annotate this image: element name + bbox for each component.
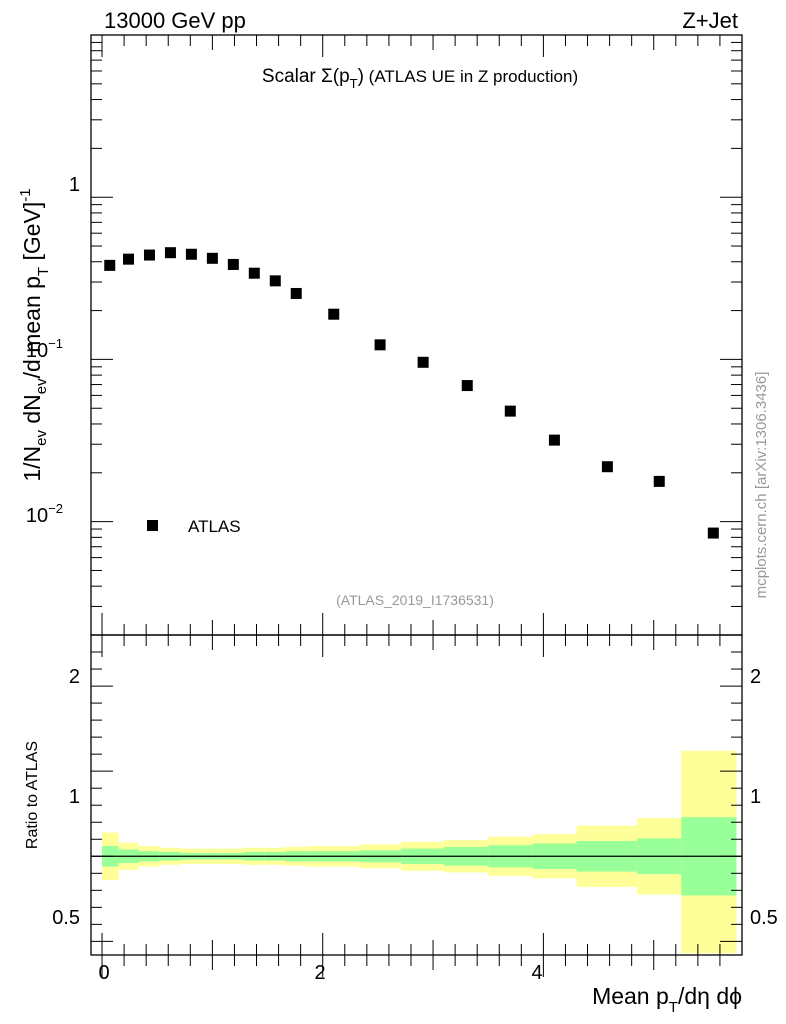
data-point	[185, 248, 197, 260]
main-y-axis-label: 1/Nev dNev/d mean pT [GeV]-1	[17, 188, 52, 481]
legend-label: ATLAS	[188, 517, 241, 536]
mcplots-credit: mcplots.cern.ch [arXiv:1306.3436]	[753, 372, 770, 599]
data-point	[290, 287, 302, 299]
data-point	[123, 253, 135, 265]
ratio-y-tick-2-left: 2	[69, 666, 80, 688]
chart-marks	[90, 34, 743, 977]
data-point	[248, 267, 260, 279]
y-tick-label-0.01: 10−2	[26, 501, 63, 527]
ratio-y-tick-1-left: 1	[69, 786, 80, 808]
data-point	[374, 339, 386, 351]
data-point	[707, 527, 719, 539]
y-tick-label-0.1: 10−1	[26, 336, 63, 362]
data-point	[143, 249, 155, 261]
data-point	[269, 275, 281, 287]
data-point	[328, 308, 340, 320]
ratio-panel-frame	[90, 634, 743, 956]
analysis-id: (ATLAS_2019_I1736531)	[336, 592, 494, 608]
legend-marker	[147, 520, 158, 531]
x-tick-label-4: 4	[531, 962, 542, 984]
data-point	[548, 434, 560, 446]
main-panel-frame	[90, 34, 743, 636]
data-point	[504, 405, 516, 417]
ratio-y-axis-label: Ratio to ATLAS	[24, 741, 41, 849]
x-tick-label-2: 2	[314, 962, 325, 984]
data-point	[653, 475, 665, 487]
data-point	[461, 380, 473, 392]
ratio-y-tick-2-right: 2	[750, 666, 761, 688]
y-tick-label-1: 1	[69, 174, 80, 196]
main-title: Scalar Σ(pT) (ATLAS UE in Z production)	[262, 66, 578, 91]
ratio-y-tick-0.5-left: 0.5	[52, 907, 80, 929]
data-point	[227, 258, 239, 270]
data-point	[104, 259, 116, 271]
data-point	[601, 461, 613, 473]
header-energy: 13000 GeV pp	[104, 8, 246, 33]
ratio-y-tick-0.5-right: 0.5	[750, 907, 778, 929]
data-point	[164, 247, 176, 259]
header-process: Z+Jet	[682, 8, 738, 33]
x-tick-label-0: 0	[98, 962, 109, 984]
data-point	[417, 356, 429, 368]
x-axis-label: Mean pT/dη dϕ	[592, 983, 742, 1016]
data-point	[206, 252, 218, 264]
ratio-y-tick-1-right: 1	[750, 786, 761, 808]
